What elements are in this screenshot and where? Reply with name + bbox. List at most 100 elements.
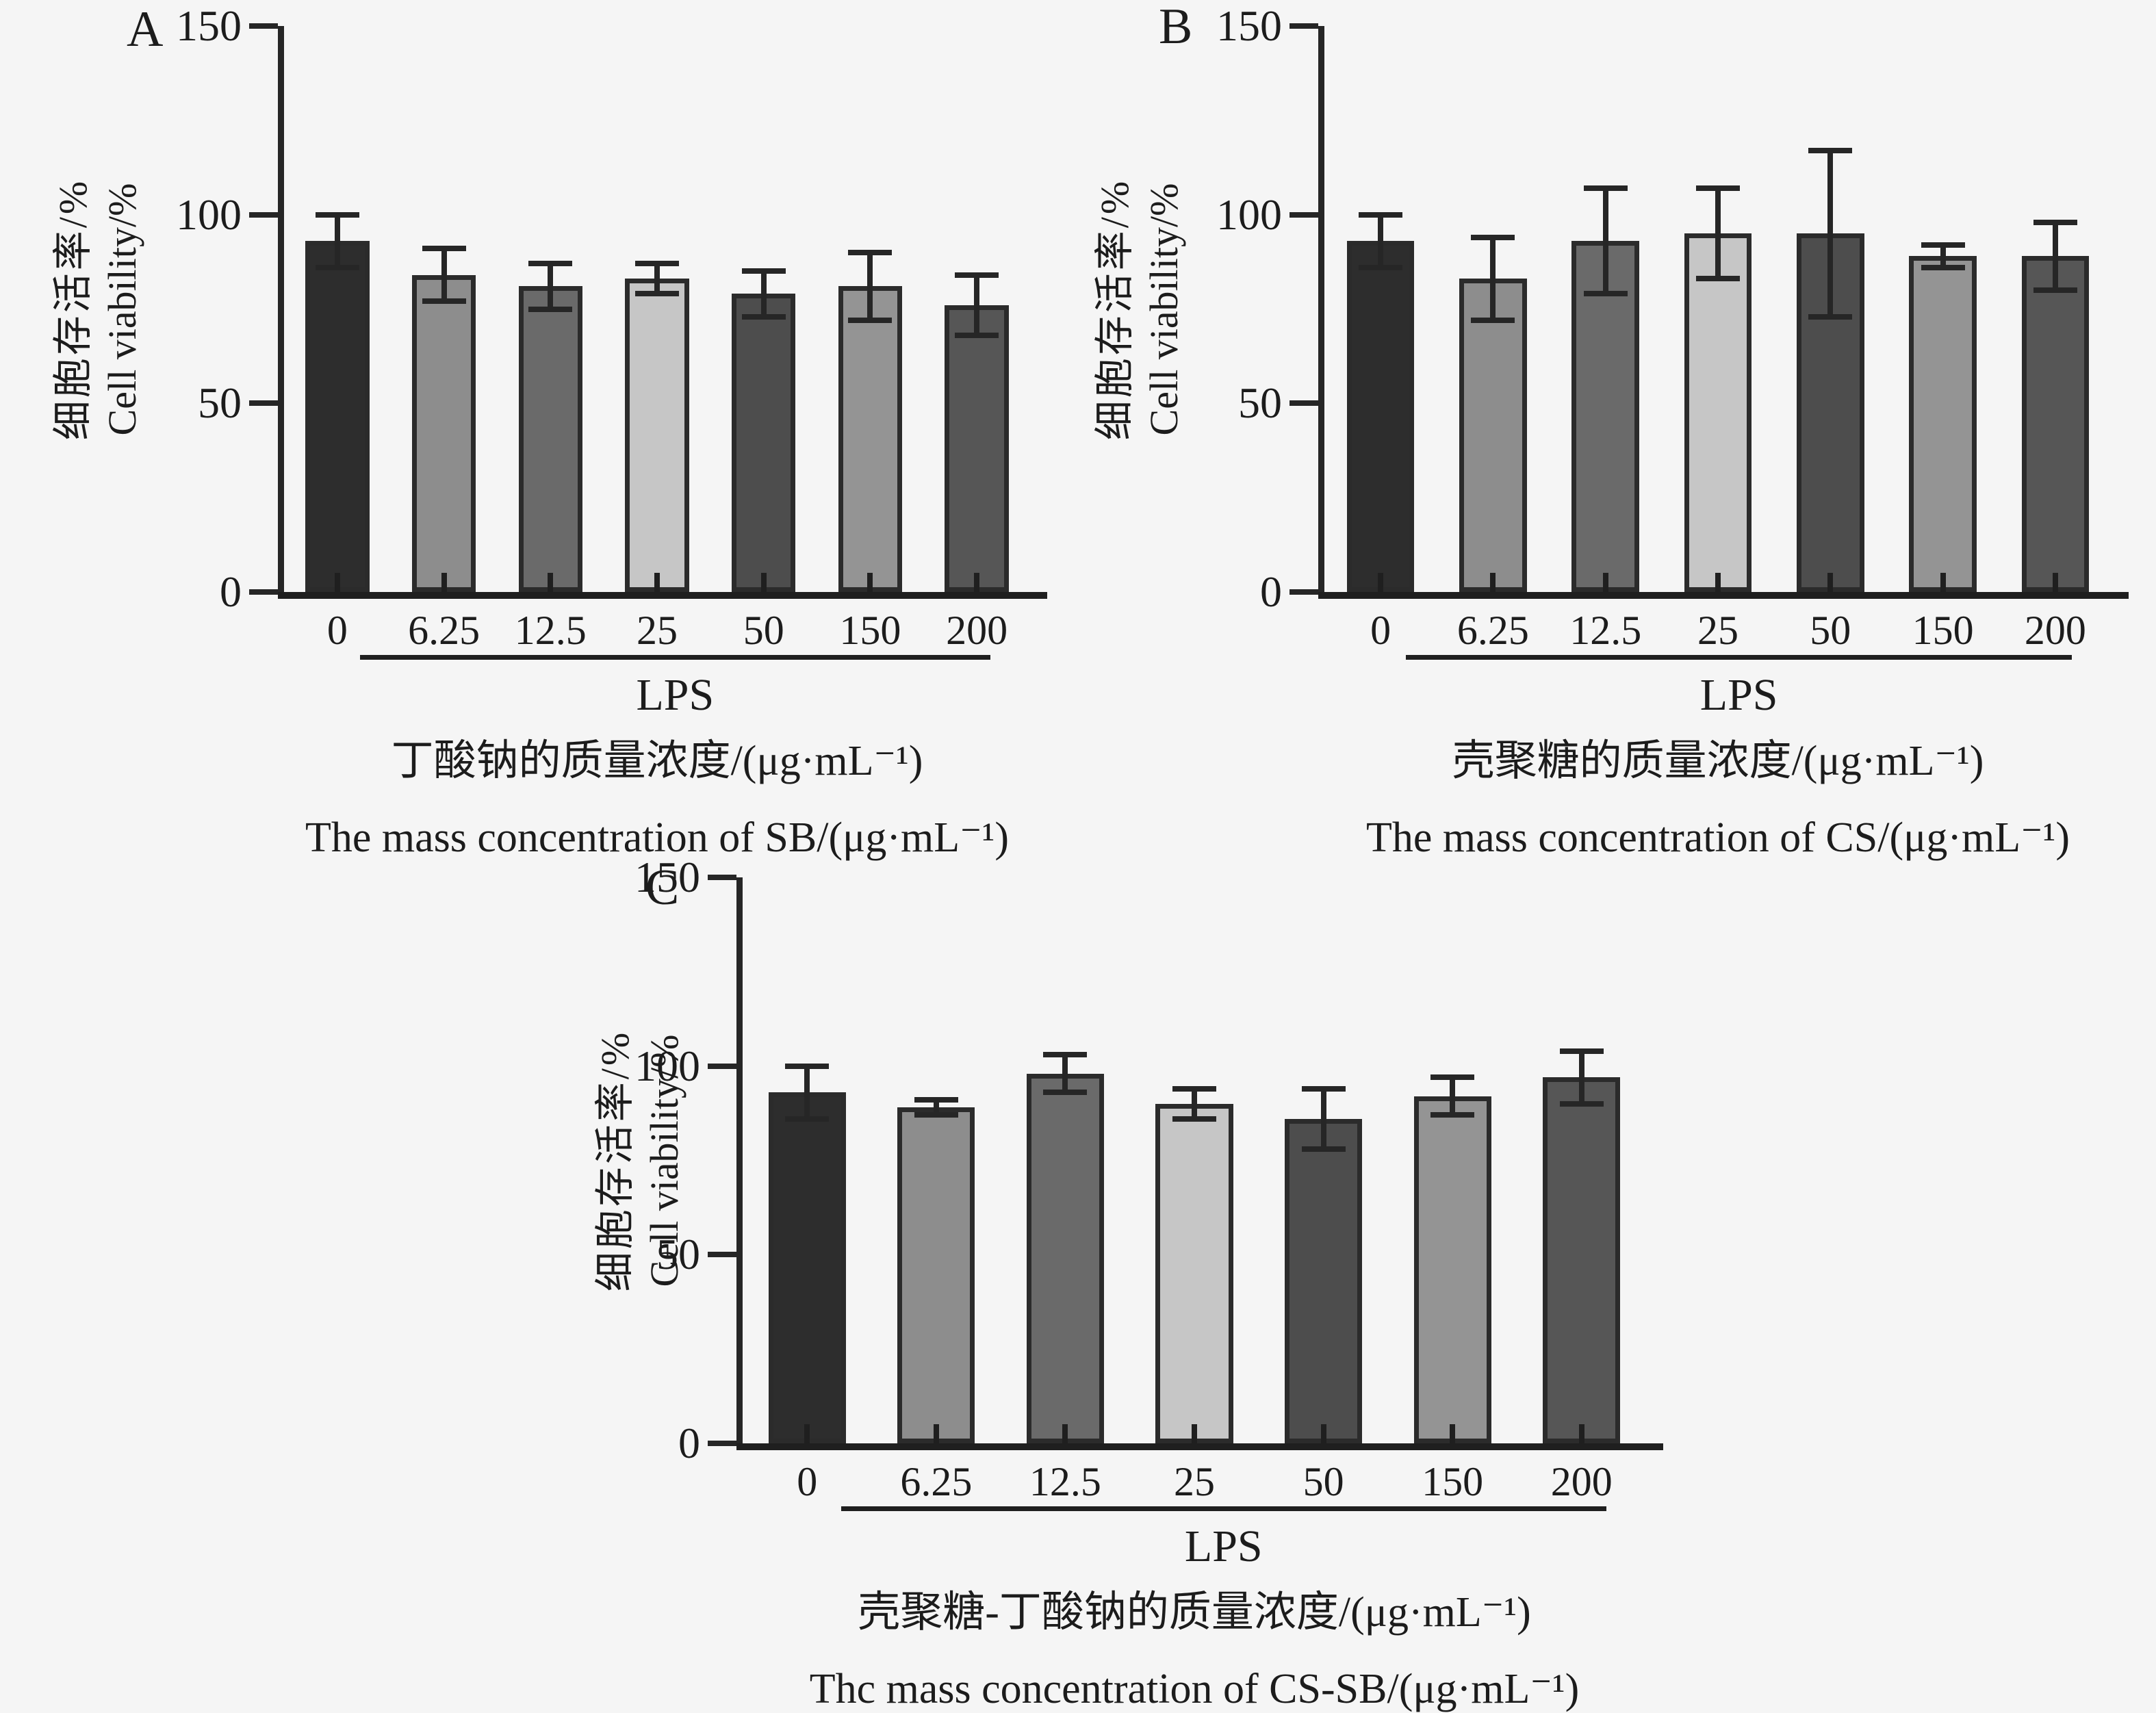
x-axis-title-en: The mass concentration of CS/(μg·mL⁻¹) [1365, 814, 2070, 861]
y-axis-line [736, 877, 743, 1447]
error-bar-cap-bottom [1808, 313, 1853, 320]
x-axis-tick [1062, 1424, 1068, 1443]
x-category-label: 150 [1912, 608, 1974, 653]
lps-group-label: LPS [636, 670, 715, 720]
error-bar-cap-bottom [1301, 1146, 1346, 1152]
panel-a: A 细胞存活率/% Cell viability/% 0 50 100 150 0 6.2… [51, 3, 1047, 861]
x-category-label: 6.25 [900, 1459, 973, 1504]
x-category-label: 200 [2024, 608, 2086, 653]
error-bar-cap-top [741, 268, 786, 274]
error-bar [548, 263, 554, 309]
error-bar-cap-bottom [785, 1116, 830, 1122]
bar [897, 1107, 975, 1443]
x-axis-title-en: The mass concentration of SB/(μg·mL⁻¹) [305, 814, 1010, 861]
x-axis-tick [1490, 573, 1496, 592]
lps-group-line [1406, 655, 2072, 660]
lps-group-label: LPS [1699, 670, 1778, 720]
y-tick-label: 100 [1216, 190, 1282, 239]
x-axis-title-zh: 壳聚糖-丁酸钠的质量浓度/(μg·mL⁻¹) [858, 1589, 1531, 1636]
error-bar-cap-bottom [1559, 1100, 1604, 1107]
bar [768, 1092, 846, 1443]
error-bar [1320, 1088, 1326, 1149]
error-bar-cap-top [1301, 1085, 1346, 1092]
y-axis-tick [708, 1441, 736, 1446]
x-axis-tick [1320, 1424, 1326, 1443]
error-bar-cap-bottom [1471, 318, 1515, 324]
error-bar-cap-bottom [315, 264, 359, 270]
error-bar-cap-bottom [422, 298, 466, 305]
y-tick-label: 100 [176, 190, 242, 239]
bar [1285, 1118, 1363, 1443]
y-axis-tick [249, 23, 278, 29]
y-tick-label: 50 [656, 1230, 700, 1279]
error-bar-cap-top [955, 272, 999, 278]
x-category-label: 200 [946, 608, 1008, 653]
error-bar [760, 271, 767, 317]
y-axis-tick [249, 400, 278, 407]
y-axis-title-en: Cell viability/% [100, 183, 144, 435]
error-bar [1578, 1051, 1584, 1104]
error-bar [2052, 222, 2058, 290]
error-bar-cap-bottom [1430, 1112, 1475, 1118]
x-axis-tick [1192, 1424, 1197, 1443]
x-axis-tick [1715, 573, 1721, 592]
error-bar [1378, 214, 1384, 268]
plot-area-c: 0 50 100 150 0 6.25 12.5 25 50 150 200 [634, 855, 1663, 1504]
error-bar [867, 252, 873, 321]
bar [625, 279, 689, 592]
error-bar-cap-top [422, 246, 466, 252]
bar [1909, 256, 1977, 592]
error-bar-cap-bottom [955, 333, 999, 339]
y-tick-label: 50 [1238, 378, 1282, 428]
bar [1155, 1103, 1233, 1443]
error-bar-cap-top [635, 261, 679, 267]
error-bar [1062, 1055, 1068, 1093]
x-axis-tick [804, 1424, 810, 1443]
error-bar [1192, 1088, 1197, 1119]
x-category-label: 12.5 [1029, 1459, 1101, 1504]
error-bar [654, 263, 660, 294]
x-axis-title-zh: 丁酸钠的质量浓度/(μg·mL⁻¹) [391, 738, 923, 784]
x-axis-line [736, 1443, 1663, 1450]
plot-area-a: 0 50 100 150 0 6.25 12.5 25 50 150 200 [176, 4, 1047, 652]
error-bar [1827, 150, 1834, 317]
error-bar-cap-top [1043, 1052, 1088, 1058]
error-bar [1490, 237, 1496, 321]
error-bar-cap-top [1172, 1085, 1216, 1092]
x-category-label: 200 [1550, 1459, 1613, 1504]
error-bar-cap-bottom [1696, 276, 1740, 282]
y-axis-title-zh: 细胞存活率/% [1092, 178, 1137, 440]
error-bar-cap-top [1696, 185, 1740, 192]
lps-group-line [359, 655, 990, 660]
y-axis-tick [249, 589, 278, 595]
bar [411, 274, 476, 592]
error-bar-cap-bottom [741, 313, 786, 320]
y-axis-tick [1289, 23, 1318, 29]
bar [945, 305, 1009, 592]
bar [1459, 279, 1527, 592]
x-axis-line [1318, 592, 2129, 599]
error-bar-cap-top [1583, 185, 1628, 192]
error-bar [1715, 188, 1721, 279]
y-axis-tick [249, 211, 278, 218]
error-bar [1450, 1077, 1456, 1116]
error-bar-cap-top [1559, 1048, 1604, 1054]
x-axis-tick [2052, 573, 2058, 592]
error-bar [804, 1066, 810, 1119]
x-axis-tick [548, 573, 554, 592]
y-tick-label: 150 [1216, 1, 1282, 50]
error-bar [441, 248, 447, 302]
y-tick-label: 100 [634, 1041, 700, 1090]
x-axis-tick [760, 573, 767, 592]
y-tick-label: 0 [220, 567, 242, 616]
error-bar-cap-bottom [635, 291, 679, 297]
y-axis-title-en: Cell viability/% [1142, 183, 1186, 435]
error-bar-cap-bottom [914, 1112, 958, 1118]
error-bar-cap-top [528, 261, 573, 267]
plot-area-b: 0 50 100 150 0 6.25 12.5 25 50 150 200 [1216, 4, 2129, 652]
y-tick-label: 150 [634, 853, 700, 901]
lps-group-line [840, 1506, 1606, 1511]
x-category-label: 150 [1422, 1459, 1484, 1504]
y-axis-tick [708, 875, 736, 880]
y-axis-line [278, 26, 284, 595]
